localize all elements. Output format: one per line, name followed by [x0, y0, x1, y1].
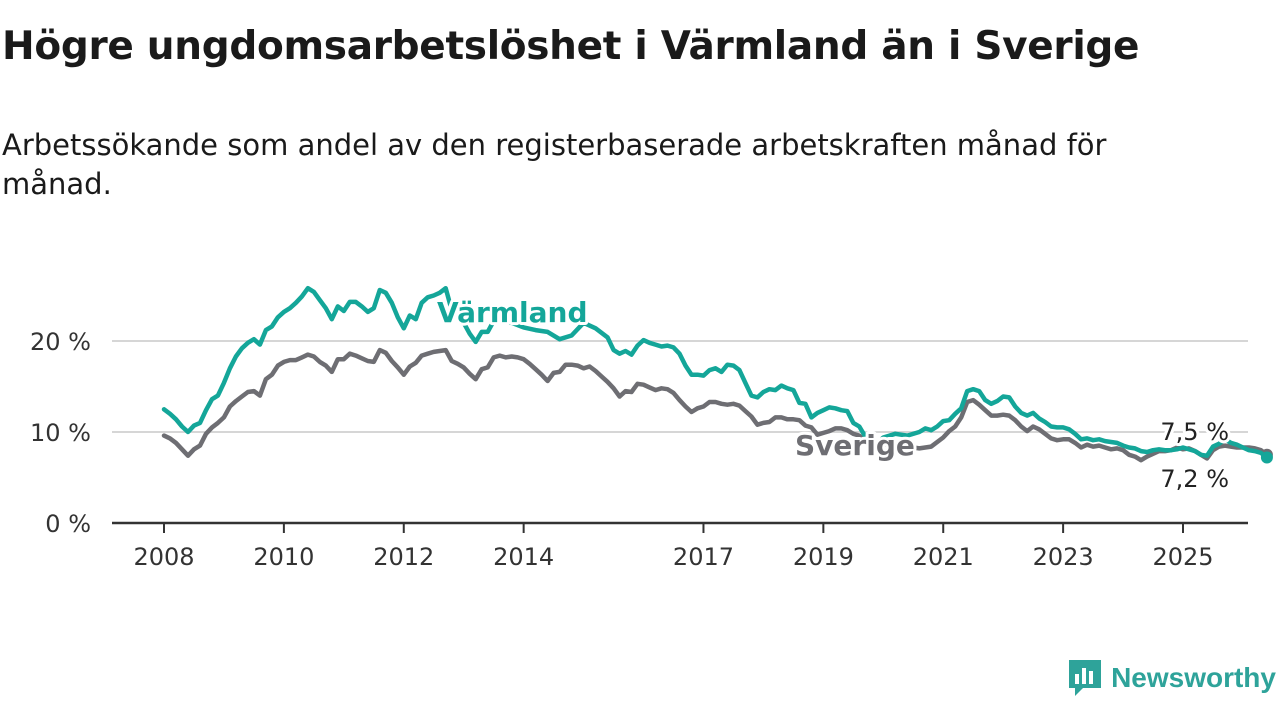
brand[interactable]: Newsworthy: [1067, 658, 1276, 698]
x-tick-label: 2008: [133, 543, 194, 571]
y-tick-label: 20 %: [30, 328, 91, 356]
grid-lines: [112, 340, 1248, 433]
x-tick-label: 2012: [373, 543, 434, 571]
x-tick-label: 2025: [1152, 543, 1213, 571]
series-line-sverige: [161, 347, 1270, 463]
newsworthy-logo-icon: [1069, 660, 1102, 696]
end-value-varmland: 7,2 %: [1160, 465, 1229, 493]
y-tick-label: 0 %: [45, 510, 91, 538]
y-axis: 0 % 10 % 20 %: [30, 328, 91, 538]
brand-name: Newsworthy: [1111, 662, 1276, 693]
end-value-sverige: 7,5 %: [1160, 418, 1229, 446]
chart-title: Högre ungdomsarbetslöshet i Värmland än …: [2, 24, 1140, 69]
x-tick-label: 2019: [793, 543, 854, 571]
x-tick-label: 2017: [673, 543, 734, 571]
series-labels: Värmland Sverige 7,5 % 7,2 %: [434, 293, 1232, 496]
x-tick-label: 2010: [253, 543, 314, 571]
series-label-varmland: Värmland: [437, 296, 588, 329]
series-label-sverige: Sverige: [795, 429, 915, 462]
x-tick-label: 2021: [913, 543, 974, 571]
chart-subtitle: Arbetssökande som andel av den registerb…: [2, 128, 1107, 202]
x-tick-label: 2014: [493, 543, 554, 571]
x-axis: 2008 2010 2012 2014 2017 2019 2021 2023 2025: [112, 521, 1248, 571]
end-point-varmland: [1260, 451, 1273, 464]
series-line-varmland: [161, 285, 1270, 460]
x-tick-label: 2023: [1033, 543, 1094, 571]
y-tick-label: 10 %: [30, 419, 91, 447]
series-lines: [161, 285, 1273, 464]
